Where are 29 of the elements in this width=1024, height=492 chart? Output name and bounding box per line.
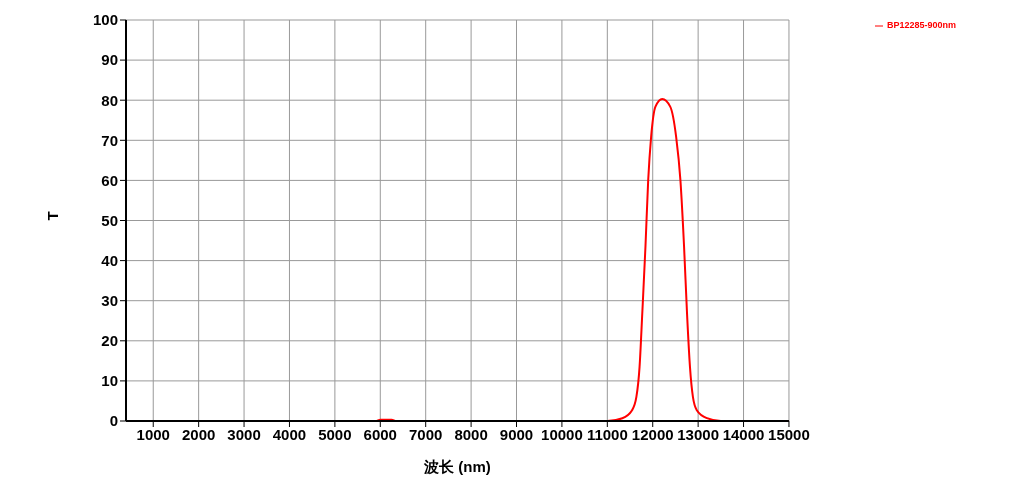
y-axis-title: T	[44, 211, 62, 221]
x-tick-label: 4000	[272, 425, 307, 443]
y-tick-label: 30	[101, 292, 118, 310]
legend-label: BP12285-900nm	[886, 20, 956, 30]
y-tick-label: 90	[101, 51, 118, 69]
y-tick-label: 50	[101, 211, 118, 229]
y-tick-label: 10	[101, 372, 118, 390]
y-tick-label: 20	[101, 332, 118, 350]
y-tick-label: 0	[109, 412, 118, 430]
x-tick-label: 7000	[409, 425, 443, 443]
x-tick-label: 12000	[631, 425, 674, 443]
x-tick-label: 6000	[363, 425, 397, 443]
x-tick-label: 5000	[318, 425, 352, 443]
x-tick-label: 8000	[454, 425, 488, 443]
x-tick-label: 14000	[722, 425, 765, 443]
x-tick-label: 1000	[136, 425, 170, 443]
y-tick-label: 80	[101, 91, 118, 109]
y-tick-label: 100	[92, 11, 118, 29]
x-tick-label: 2000	[181, 425, 216, 443]
x-axis-title: 波长 (nm)	[423, 458, 491, 475]
x-tick-label: 3000	[227, 425, 261, 443]
x-tick-label: 11000	[586, 425, 628, 443]
x-tick-label: 13000	[677, 425, 719, 443]
y-tick-label: 40	[101, 251, 118, 269]
y-tick-label: 70	[101, 131, 118, 149]
x-tick-label: 15000	[768, 425, 810, 443]
x-tick-label: 9000	[499, 425, 534, 443]
y-tick-label: 60	[101, 171, 118, 189]
x-tick-label: 10000	[541, 425, 583, 443]
